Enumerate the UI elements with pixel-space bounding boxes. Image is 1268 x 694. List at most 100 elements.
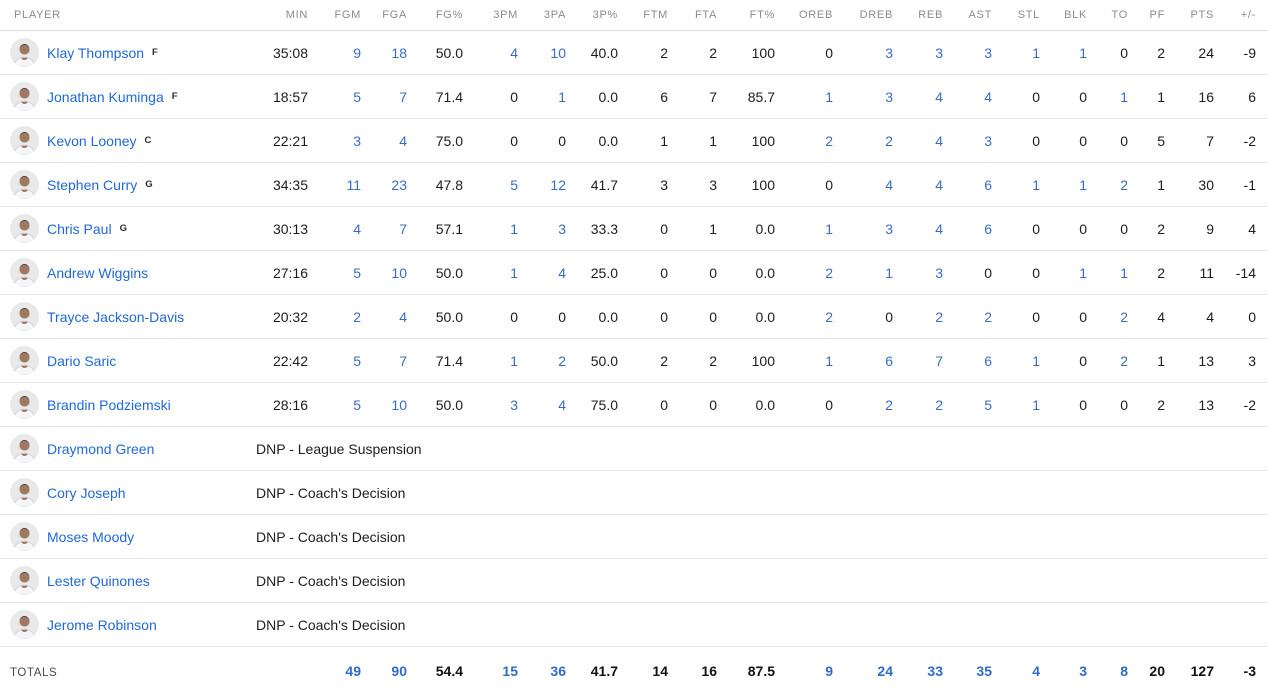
stat-to[interactable]: 1 xyxy=(1120,88,1128,105)
stat-dreb[interactable]: 2 xyxy=(885,132,893,149)
stat-oreb[interactable]: 1 xyxy=(825,220,833,237)
stat-ast[interactable]: 6 xyxy=(984,176,992,193)
stat-fga[interactable]: 7 xyxy=(399,220,407,237)
player-avatar[interactable] xyxy=(10,126,39,155)
player-avatar[interactable] xyxy=(10,38,39,67)
stat-dreb[interactable]: 4 xyxy=(885,176,893,193)
stat-blk[interactable]: 1 xyxy=(1079,44,1087,61)
stat-blk[interactable]: 1 xyxy=(1079,264,1087,281)
stat-stl[interactable]: 1 xyxy=(1032,396,1040,413)
player-name-link[interactable]: Stephen Curry xyxy=(47,176,138,193)
stat-fga[interactable]: 10 xyxy=(391,396,407,413)
total-tpm[interactable]: 15 xyxy=(502,662,518,679)
player-avatar[interactable] xyxy=(10,346,39,375)
stat-dreb[interactable]: 3 xyxy=(885,220,893,237)
player-avatar[interactable] xyxy=(10,170,39,199)
total-ast[interactable]: 35 xyxy=(976,662,992,679)
stat-ast[interactable]: 5 xyxy=(984,396,992,413)
total-fga[interactable]: 90 xyxy=(391,662,407,679)
stat-oreb[interactable]: 1 xyxy=(825,88,833,105)
stat-reb[interactable]: 4 xyxy=(935,176,943,193)
player-avatar[interactable] xyxy=(10,258,39,287)
total-stl[interactable]: 4 xyxy=(1032,662,1040,679)
stat-tpm[interactable]: 5 xyxy=(510,176,518,193)
player-name-link[interactable]: Chris Paul xyxy=(47,220,112,237)
player-avatar[interactable] xyxy=(10,82,39,111)
stat-to[interactable]: 2 xyxy=(1120,352,1128,369)
stat-blk[interactable]: 1 xyxy=(1079,176,1087,193)
player-avatar[interactable] xyxy=(10,302,39,331)
stat-fgm[interactable]: 5 xyxy=(353,88,361,105)
stat-fgm[interactable]: 5 xyxy=(353,264,361,281)
stat-reb[interactable]: 4 xyxy=(935,88,943,105)
stat-fga[interactable]: 4 xyxy=(399,308,407,325)
stat-tpa[interactable]: 10 xyxy=(550,44,566,61)
stat-fgm[interactable]: 11 xyxy=(346,176,361,193)
stat-reb[interactable]: 2 xyxy=(935,396,943,413)
stat-reb[interactable]: 7 xyxy=(935,352,943,369)
stat-fga[interactable]: 7 xyxy=(399,88,407,105)
player-name-link[interactable]: Draymond Green xyxy=(47,440,155,457)
total-oreb[interactable]: 9 xyxy=(825,662,833,679)
stat-fga[interactable]: 23 xyxy=(391,176,407,193)
stat-fgm[interactable]: 4 xyxy=(353,220,361,237)
player-name-link[interactable]: Jonathan Kuminga xyxy=(47,88,164,105)
stat-tpa[interactable]: 4 xyxy=(558,396,566,413)
total-dreb[interactable]: 24 xyxy=(877,662,893,679)
stat-oreb[interactable]: 2 xyxy=(825,308,833,325)
stat-fga[interactable]: 7 xyxy=(399,352,407,369)
stat-tpm[interactable]: 1 xyxy=(510,220,518,237)
stat-tpm[interactable]: 1 xyxy=(510,352,518,369)
stat-tpa[interactable]: 12 xyxy=(550,176,566,193)
player-name-link[interactable]: Andrew Wiggins xyxy=(47,264,149,281)
stat-ast[interactable]: 2 xyxy=(984,308,992,325)
total-fgm[interactable]: 49 xyxy=(345,662,361,679)
total-tpa[interactable]: 36 xyxy=(550,662,566,679)
stat-stl[interactable]: 1 xyxy=(1032,44,1040,61)
stat-oreb[interactable]: 1 xyxy=(825,352,833,369)
stat-tpm[interactable]: 4 xyxy=(510,44,518,61)
stat-fgm[interactable]: 9 xyxy=(353,44,361,61)
stat-fga[interactable]: 18 xyxy=(391,44,407,61)
player-avatar[interactable] xyxy=(10,610,39,639)
stat-fgm[interactable]: 5 xyxy=(353,396,361,413)
stat-ast[interactable]: 3 xyxy=(984,44,992,61)
player-name-link[interactable]: Dario Saric xyxy=(47,352,117,369)
stat-dreb[interactable]: 3 xyxy=(885,44,893,61)
total-to[interactable]: 8 xyxy=(1120,662,1128,679)
player-name-link[interactable]: Kevon Looney xyxy=(47,132,137,149)
stat-oreb[interactable]: 2 xyxy=(825,132,833,149)
player-name-link[interactable]: Brandin Podziemski xyxy=(47,396,171,413)
player-name-link[interactable]: Moses Moody xyxy=(47,528,135,545)
stat-to[interactable]: 1 xyxy=(1120,264,1128,281)
stat-fga[interactable]: 4 xyxy=(399,132,407,149)
stat-fgm[interactable]: 3 xyxy=(353,132,361,149)
player-avatar[interactable] xyxy=(10,434,39,463)
player-avatar[interactable] xyxy=(10,478,39,507)
stat-fgm[interactable]: 2 xyxy=(353,308,361,325)
stat-fga[interactable]: 10 xyxy=(391,264,407,281)
stat-tpa[interactable]: 1 xyxy=(558,88,566,105)
player-name-link[interactable]: Trayce Jackson-Davis xyxy=(47,308,185,325)
stat-reb[interactable]: 4 xyxy=(935,132,943,149)
stat-stl[interactable]: 1 xyxy=(1032,176,1040,193)
stat-to[interactable]: 2 xyxy=(1120,308,1128,325)
stat-fgm[interactable]: 5 xyxy=(353,352,361,369)
stat-reb[interactable]: 3 xyxy=(935,264,943,281)
stat-oreb[interactable]: 2 xyxy=(825,264,833,281)
player-avatar[interactable] xyxy=(10,214,39,243)
player-avatar[interactable] xyxy=(10,390,39,419)
total-blk[interactable]: 3 xyxy=(1079,662,1087,679)
stat-ast[interactable]: 6 xyxy=(984,220,992,237)
stat-reb[interactable]: 3 xyxy=(935,44,943,61)
stat-tpa[interactable]: 4 xyxy=(558,264,566,281)
stat-dreb[interactable]: 6 xyxy=(885,352,893,369)
stat-stl[interactable]: 1 xyxy=(1032,352,1040,369)
stat-tpm[interactable]: 1 xyxy=(510,264,518,281)
stat-tpa[interactable]: 3 xyxy=(558,220,566,237)
player-name-link[interactable]: Jerome Robinson xyxy=(47,616,157,633)
total-reb[interactable]: 33 xyxy=(927,662,943,679)
stat-tpa[interactable]: 2 xyxy=(558,352,566,369)
stat-to[interactable]: 2 xyxy=(1120,176,1128,193)
stat-dreb[interactable]: 3 xyxy=(885,88,893,105)
